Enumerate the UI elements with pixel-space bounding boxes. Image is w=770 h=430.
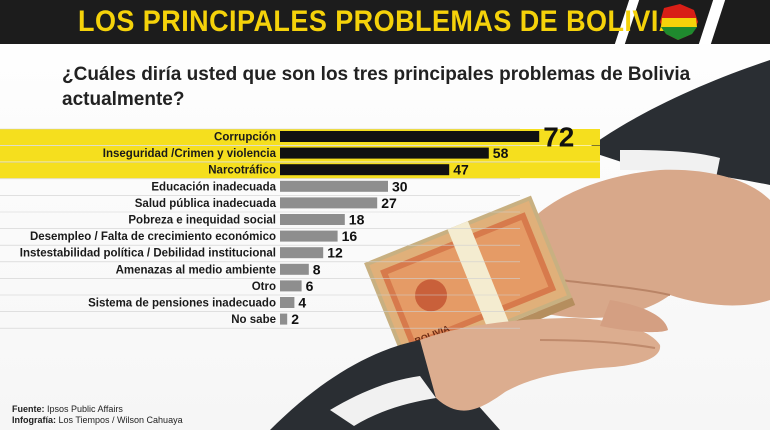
credit-line: Infografía: Los Tiempos / Wilson Cahuaya	[12, 415, 183, 426]
bar-6	[280, 214, 345, 225]
category-label: Desempleo / Falta de crecimiento económi…	[30, 231, 276, 243]
credit-value: Los Tiempos / Wilson Cahuaya	[58, 415, 183, 425]
value-label: 72	[543, 122, 574, 153]
source-label: Fuente:	[12, 404, 45, 414]
category-label: Inseguridad /Crimen y violencia	[103, 148, 277, 160]
bar-9	[280, 263, 309, 275]
value-label: 30	[392, 178, 408, 194]
bar-12	[280, 313, 288, 325]
credit-label: Infografía:	[12, 415, 56, 425]
value-label: 2	[291, 311, 299, 327]
bar-10	[280, 280, 302, 292]
bar-7	[280, 230, 338, 242]
value-label: 27	[381, 195, 397, 211]
footer: Fuente: Ipsos Public Affairs Infografía:…	[12, 404, 183, 426]
value-label: 6	[306, 278, 314, 294]
value-label: 12	[327, 245, 343, 261]
category-label: Amenazas al medio ambiente	[116, 264, 276, 276]
category-label: Corrupción	[214, 132, 276, 144]
category-label: Sistema de pensiones inadecuado	[88, 298, 276, 310]
bar-1	[280, 131, 540, 142]
source-line: Fuente: Ipsos Public Affairs	[12, 404, 183, 415]
value-label: 58	[493, 145, 509, 161]
value-label: 4	[298, 295, 306, 311]
category-label: Educación inadecuada	[151, 181, 276, 193]
value-label: 47	[453, 162, 469, 178]
category-label: Otro	[252, 281, 276, 293]
bar-2	[280, 147, 489, 159]
source-value: Ipsos Public Affairs	[47, 404, 123, 414]
value-label: 16	[342, 228, 358, 244]
bar-8	[280, 247, 324, 259]
survey-question: ¿Cuáles diría usted que son los tres pri…	[62, 64, 691, 110]
category-label: Salud pública inadecuada	[135, 198, 277, 210]
bar-5	[280, 197, 378, 209]
title-bar: LOS PRINCIPALES PROBLEMAS DE BOLIVIA	[0, 0, 770, 44]
category-label: Pobreza e inequidad social	[128, 215, 276, 227]
category-label: Instestabilidad política / Debilidad ins…	[20, 248, 276, 260]
bar-4	[280, 180, 388, 192]
value-label: 18	[349, 212, 365, 228]
page-title: LOS PRINCIPALES PROBLEMAS DE BOLIVIA	[78, 5, 679, 38]
category-label: No sabe	[231, 314, 276, 326]
category-label: Narcotráfico	[208, 165, 276, 177]
bolivia-map-icon	[660, 4, 698, 40]
bar-11	[280, 297, 295, 308]
value-label: 8	[313, 261, 321, 277]
bar-3	[280, 164, 450, 176]
